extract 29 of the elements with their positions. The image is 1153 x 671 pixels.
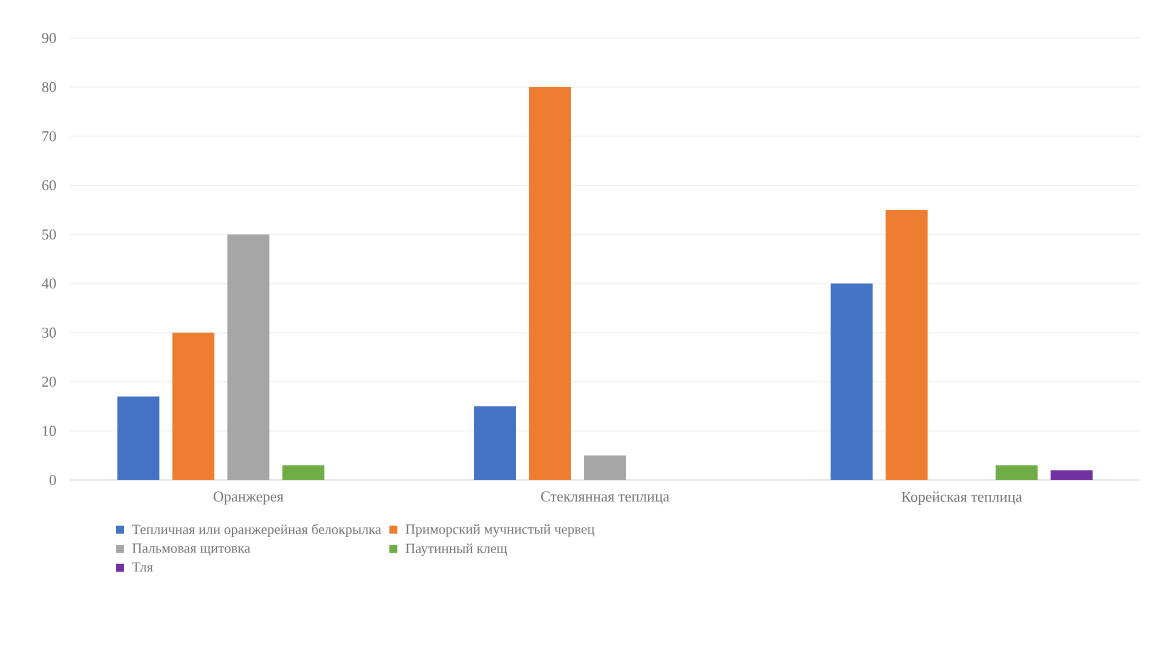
legend-label: Тепличная или оранжерейная белокрылка <box>132 523 382 537</box>
y-tick-label: 10 <box>42 425 56 436</box>
legend-label: Пальмовая щитовка <box>132 543 251 556</box>
bar <box>1050 470 1093 480</box>
y-tick-label: 60 <box>42 180 56 191</box>
legend-label: Тля <box>132 562 153 572</box>
x-tick-label: Стеклянная теплица <box>541 491 670 505</box>
y-tick-label: 70 <box>42 131 56 142</box>
y-tick-label: 40 <box>41 278 56 289</box>
y-tick-label: 80 <box>42 82 56 93</box>
bar <box>529 87 571 480</box>
bar <box>282 465 325 480</box>
bar <box>995 465 1038 480</box>
bar <box>172 332 215 480</box>
x-tick-label: Корейская теплица <box>901 491 1022 505</box>
bar <box>474 406 516 480</box>
y-tick-label: 30 <box>42 327 56 338</box>
bar <box>885 209 928 480</box>
legend-label: Паутинный клещ <box>405 543 507 556</box>
x-tick-label: Оранжерея <box>213 491 284 505</box>
y-tick-label: 90 <box>42 32 56 44</box>
y-tick-label: 20 <box>42 376 56 387</box>
y-tick-label: 50 <box>42 229 56 240</box>
bar <box>830 283 873 480</box>
y-tick-label: 0 <box>49 474 56 486</box>
bar <box>584 455 626 480</box>
legend-label: Приморский мучнистый червец <box>405 524 595 537</box>
bar <box>117 396 160 480</box>
bar <box>227 234 270 480</box>
